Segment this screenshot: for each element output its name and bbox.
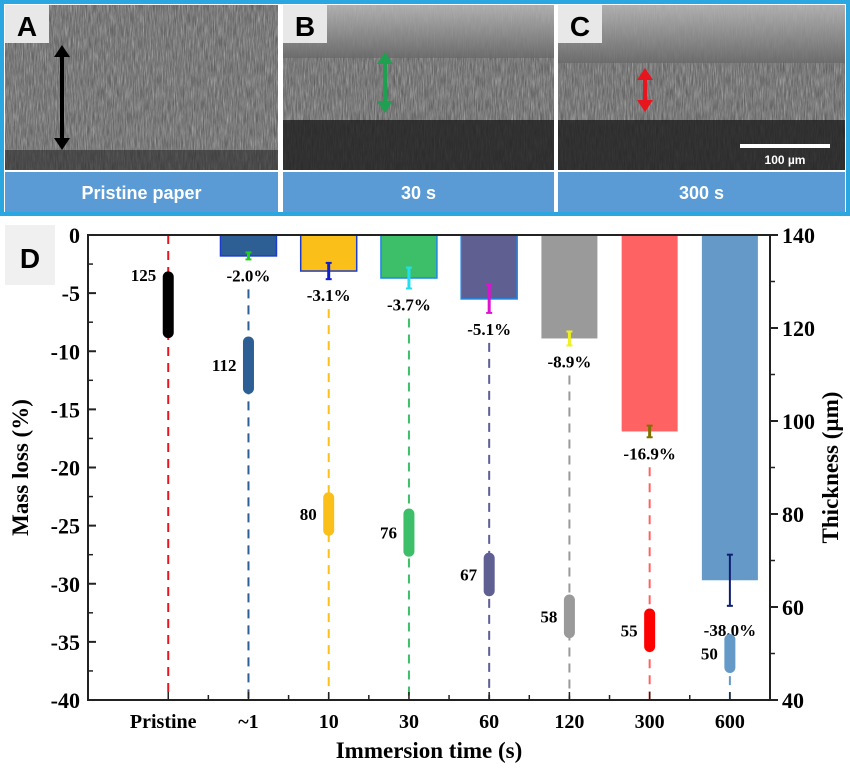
thickness-label: 67: [460, 565, 478, 584]
x-axis-label: Immersion time (s): [336, 738, 523, 763]
thickness-label: 125: [131, 266, 157, 285]
y-right-tick-label: 60: [782, 595, 804, 620]
y-right-axis-label: Thickness (µm): [818, 392, 843, 544]
y-tick-label: -25: [51, 514, 80, 539]
sem-panel-b: B 30 s: [283, 5, 554, 212]
y-axis-label: Mass loss (%): [8, 399, 33, 536]
sem-substrate: [283, 120, 554, 170]
x-tick-label: 300: [635, 711, 665, 733]
y-right-tick-label: 80: [782, 502, 804, 527]
mass-loss-bar: [621, 235, 678, 432]
mass-loss-label: -2.0%: [227, 266, 271, 285]
y-tick-label: -5: [62, 281, 80, 306]
arrow-head-down: [637, 100, 653, 112]
panel-caption: Pristine paper: [81, 183, 201, 203]
panel-caption: 300 s: [679, 183, 724, 203]
sem-image-texture: [5, 5, 278, 170]
y-tick-label: 0: [69, 223, 80, 248]
x-tick-label: 120: [554, 711, 584, 733]
panel-letter: A: [17, 11, 37, 42]
x-tick-label: ~1: [238, 711, 258, 733]
arrow-head-down: [54, 138, 70, 150]
sem-background: [283, 5, 554, 58]
y-tick-label: -20: [51, 456, 80, 481]
mass-loss-label: -38.0%: [704, 621, 756, 640]
x-tick-label: Pristine: [130, 711, 197, 733]
panel-letter-bg: [5, 5, 49, 43]
panel-caption: 30 s: [401, 183, 436, 203]
y-right-tick-label: 40: [782, 688, 804, 713]
panel-letter: C: [570, 11, 590, 42]
panel-letter-bg: [5, 225, 55, 285]
thickness-label: 76: [380, 524, 397, 543]
panel-letter: B: [295, 11, 315, 42]
arrow-head-up: [54, 45, 70, 57]
sem-panel-c: C 300 s: [558, 5, 845, 212]
mass-loss-label: -3.1%: [307, 286, 351, 305]
scale-bar-label: 100 µm: [765, 153, 806, 167]
y-tick-label: -10: [51, 339, 80, 364]
mass-loss-label: -3.7%: [387, 295, 431, 314]
panel-letter-bg: [558, 5, 602, 43]
arrow-head-up: [377, 52, 393, 64]
x-tick-label: 10: [319, 711, 339, 733]
y-tick-label: -40: [51, 688, 80, 713]
arrow-head-down: [377, 101, 393, 113]
caption-bar: [283, 172, 554, 212]
y-right-tick-label: 120: [782, 316, 815, 341]
y-right-tick-label: 140: [782, 223, 815, 248]
caption-bar: [5, 172, 278, 212]
mass-loss-bar: [701, 235, 758, 581]
y-right-tick-label: 100: [782, 409, 815, 434]
thickness-label: 112: [212, 356, 237, 375]
thickness-label: 58: [540, 607, 557, 626]
sem-background: [558, 5, 845, 63]
mass-loss-label: -8.9%: [547, 352, 591, 371]
x-tick-label: 60: [479, 711, 499, 733]
thickness-label: 55: [621, 621, 638, 640]
arrow-head-up: [637, 68, 653, 80]
thickness-label: 80: [300, 505, 317, 524]
mass-loss-label: -5.1%: [467, 320, 511, 339]
y-tick-label: -35: [51, 630, 80, 655]
thickness-label: 50: [701, 645, 718, 664]
sem-substrate: [5, 150, 278, 170]
y-tick-label: -15: [51, 397, 80, 422]
mass-loss-label: -16.9%: [623, 444, 675, 463]
panel-letter: D: [20, 243, 40, 274]
caption-bar: [558, 172, 845, 212]
mass-loss-bar: [541, 235, 598, 339]
y-tick-label: -30: [51, 572, 80, 597]
panel-letter-bg: [283, 5, 327, 43]
sem-panel-a: A Pristine paper: [5, 5, 278, 212]
x-tick-label: 30: [399, 711, 419, 733]
x-tick-label: 600: [715, 711, 745, 733]
